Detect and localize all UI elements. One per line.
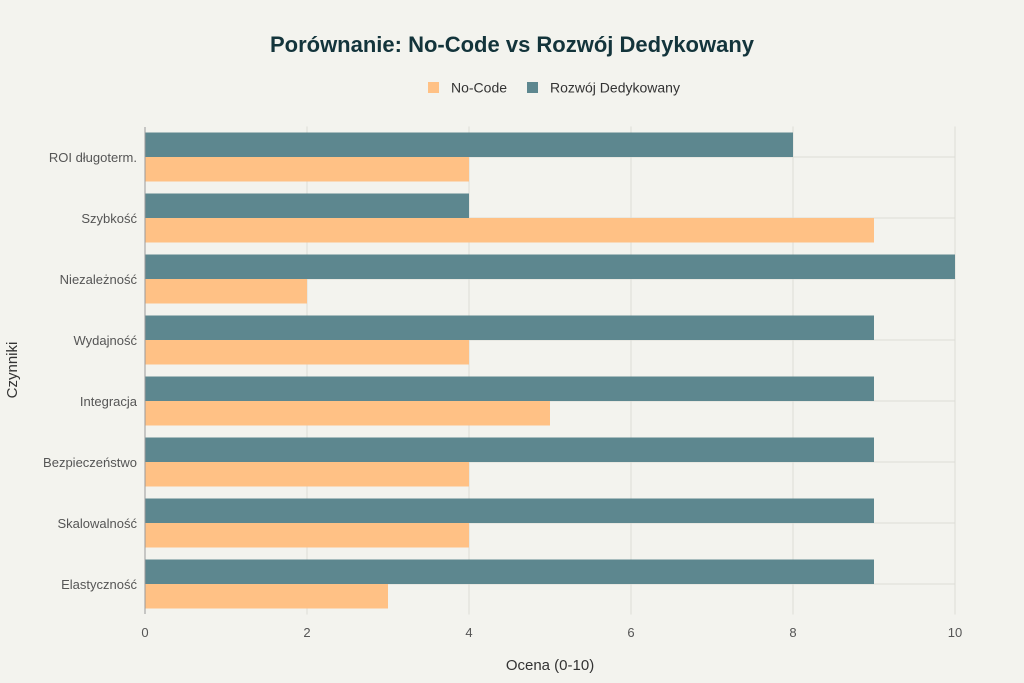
legend-swatch [428, 82, 439, 93]
bar-rozwoj-dedykowany [145, 437, 874, 462]
legend-label: No-Code [451, 80, 507, 96]
x-tick-label: 8 [789, 625, 796, 640]
x-tick-label: 10 [948, 625, 962, 640]
bar-rozwoj-dedykowany [145, 315, 874, 340]
bar-rozwoj-dedykowany [145, 376, 874, 401]
y-tick-label: Elastyczność [61, 577, 137, 592]
bar-no-code [145, 340, 469, 365]
x-axis-label: Ocena (0-10) [506, 657, 594, 674]
x-tick-label: 2 [303, 625, 310, 640]
legend-label: Rozwój Dedykowany [550, 80, 680, 96]
bar-no-code [145, 584, 388, 609]
x-tick-label: 4 [465, 625, 472, 640]
y-tick-label: ROI długoterm. [49, 150, 137, 165]
y-tick-label: Szybkość [81, 211, 137, 226]
x-tick-labels: 0 2 4 6 8 10 [141, 625, 962, 640]
bar-rozwoj-dedykowany [145, 559, 874, 584]
y-tick-label: Skalowalność [58, 516, 138, 531]
chart-title: Porównanie: No-Code vs Rozwój Dedykowany [270, 32, 755, 57]
bar-rozwoj-dedykowany [145, 193, 469, 218]
legend-swatch [527, 82, 538, 93]
y-tick-label: Wydajność [74, 333, 138, 348]
y-axis-label: Czynniki [4, 342, 21, 399]
bar-no-code [145, 462, 469, 487]
bar-rozwoj-dedykowany [145, 254, 955, 279]
y-tick-labels: ROI długoterm. Szybkość Niezależność Wydajn… [43, 150, 138, 592]
bar-no-code [145, 523, 469, 548]
bars [145, 132, 955, 609]
x-tick-label: 6 [627, 625, 634, 640]
y-tick-label: Bezpieczeństwo [43, 455, 137, 470]
bar-no-code [145, 401, 550, 426]
bar-no-code [145, 157, 469, 182]
y-tick-label: Integracja [80, 394, 138, 409]
y-tick-label: Niezależność [60, 272, 138, 287]
bar-no-code [145, 279, 307, 304]
bar-rozwoj-dedykowany [145, 132, 793, 157]
x-tick-label: 0 [141, 625, 148, 640]
legend: No-Code Rozwój Dedykowany [428, 80, 680, 96]
bar-no-code [145, 218, 874, 243]
bar-rozwoj-dedykowany [145, 498, 874, 523]
